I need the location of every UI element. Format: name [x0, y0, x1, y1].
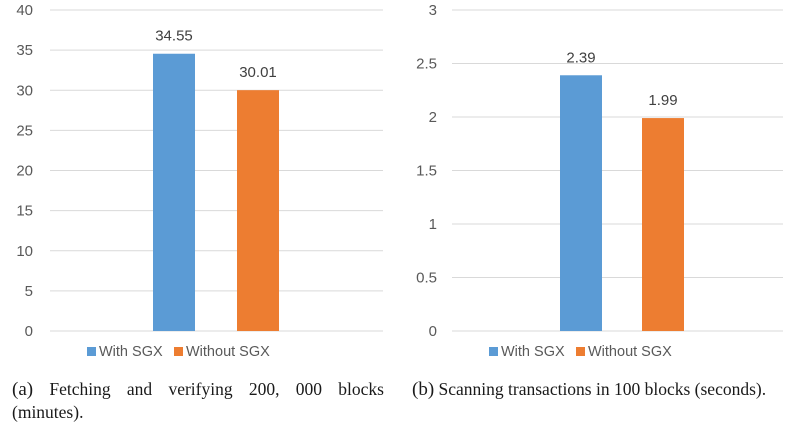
- data-label-b-0: 2.39: [566, 49, 595, 66]
- y-tick-label-a-0: 0: [25, 323, 33, 340]
- legend-label-b-1: Without SGX: [588, 344, 672, 360]
- bar-a-without-sgx: [237, 90, 279, 332]
- legend-swatch-a-1: [174, 347, 183, 356]
- y-tick-label-b-4: 2: [429, 109, 437, 126]
- legend-swatch-b-1: [576, 347, 585, 356]
- y-tick-label-a-4: 20: [16, 163, 33, 180]
- y-tick-label-a-3: 15: [16, 203, 33, 220]
- legend-label-b-0: With SGX: [501, 344, 565, 360]
- caption-a: (a) Fetching and verifying 200, 000 bloc…: [12, 378, 384, 424]
- caption-b-tag: (b): [412, 379, 435, 400]
- caption-b-text: Scanning transactions in 100 blocks (sec…: [438, 379, 767, 399]
- caption-a-tag: (a): [12, 379, 34, 400]
- y-tick-label-b-1: 0.5: [416, 270, 437, 287]
- bar-b-with-sgx: [560, 75, 602, 332]
- y-tick-label-a-5: 25: [16, 122, 33, 139]
- y-tick-label-b-3: 1.5: [416, 163, 437, 180]
- legend-label-a-1: Without SGX: [186, 344, 270, 360]
- chart-scanning-transactions: 0 0.5 1 1.5 2 2.5 3 2.39 1.99 With SGX Without SGX: [416, 2, 783, 360]
- caption-b: (b) Scanning transactions in 100 blocks …: [412, 378, 786, 401]
- data-label-a-1: 30.01: [239, 64, 277, 81]
- y-tick-label-a-7: 35: [16, 42, 33, 59]
- bar-a-with-sgx: [153, 53, 195, 331]
- y-tick-label-b-2: 1: [429, 216, 437, 233]
- chart-fetching-verifying: 0 5 10 15 20 25 30 35 40 34.55 30.01 With SGX Withou…: [16, 2, 383, 360]
- legend-swatch-a-0: [87, 347, 96, 356]
- caption-a-text: Fetching and verifying 200, 000 blocks (…: [12, 379, 384, 422]
- legend-swatch-b-0: [489, 347, 498, 356]
- y-tick-label-b-5: 2.5: [416, 56, 437, 73]
- y-tick-label-b-0: 0: [429, 323, 437, 340]
- data-label-b-1: 1.99: [648, 92, 677, 109]
- y-tick-label-a-6: 30: [16, 82, 33, 99]
- y-tick-label-b-6: 3: [429, 2, 437, 19]
- data-label-a-0: 34.55: [155, 28, 193, 45]
- bar-b-without-sgx: [642, 118, 684, 331]
- y-tick-label-a-2: 10: [16, 243, 33, 260]
- legend-label-a-0: With SGX: [99, 344, 163, 360]
- y-tick-label-a-8: 40: [16, 2, 33, 19]
- y-tick-label-a-1: 5: [25, 283, 33, 300]
